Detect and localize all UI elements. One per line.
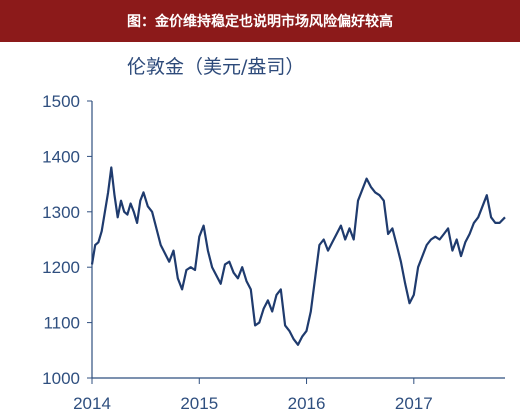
unit-label: 伦敦金（美元/盎司） (127, 56, 305, 78)
x-tick-label: 2016 (288, 394, 326, 413)
x-tick-label: 2017 (395, 394, 433, 413)
y-tick-label: 1000 (42, 369, 80, 388)
y-tick-label: 1300 (42, 203, 80, 222)
y-tick-label: 1500 (42, 92, 80, 111)
y-tick-label: 1400 (42, 147, 80, 166)
x-tick-label: 2014 (73, 394, 111, 413)
y-tick-label: 1200 (42, 258, 80, 277)
y-tick-label: 1100 (43, 314, 80, 333)
x-tick-label: 2015 (180, 394, 218, 413)
series-line (90, 166, 506, 346)
chart-title-banner: 图：金价维持稳定也说明市场风险偏好较高 (0, 0, 520, 42)
